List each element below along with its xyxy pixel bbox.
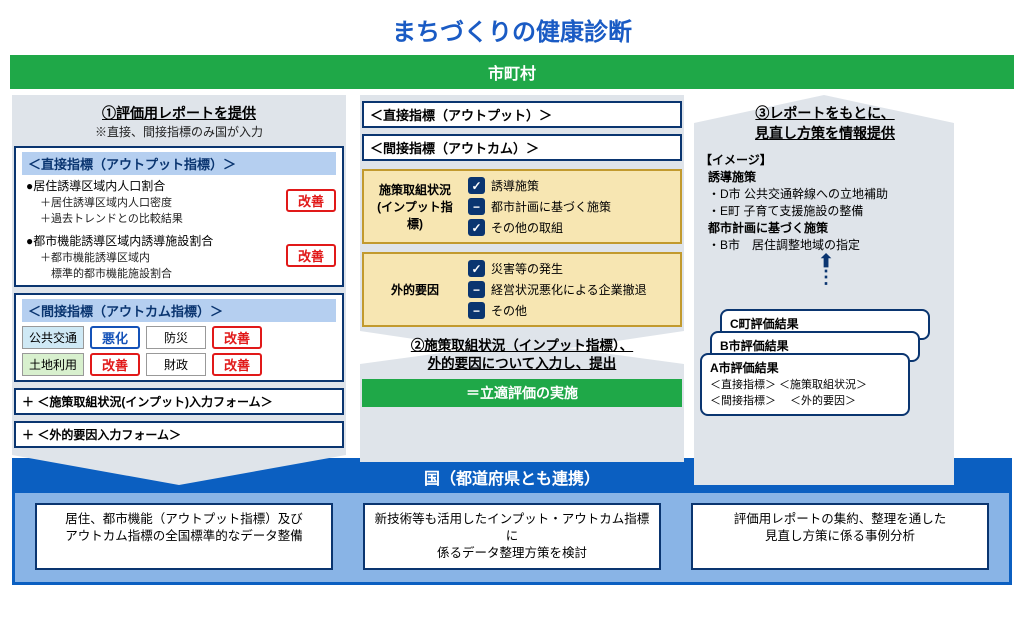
municipality-bar: 市町村 [10, 55, 1014, 89]
chip-finance-status: 改善 [212, 353, 262, 376]
indirect-header: ＜間接指標（アウトカム指標）＞ [22, 299, 336, 322]
mid-bar-direct: ＜直接指標（アウトプット）＞ [362, 101, 682, 128]
card-a-title: A市評価結果 [710, 359, 900, 376]
panel-left: ①評価用レポートを提供 ※直接、間接指標のみ国が入力 ＜直接指標（アウトプット指… [14, 95, 344, 448]
right-h1: 誘導施策 [708, 168, 950, 185]
mid-bar-indirect: ＜間接指標（アウトカム）＞ [362, 134, 682, 161]
cream2-label: 外的要因 [370, 260, 460, 319]
d1b: ＋過去トレンドとの比較結果 [40, 210, 286, 226]
d2: ●都市機能誘導区域内誘導施設割合 [26, 232, 286, 249]
card-a-line1: ＜直接指標＞ ＜施策取組状況＞ [710, 376, 900, 392]
chip-land-status: 改善 [90, 353, 140, 376]
nation-box-1: 居住、都市機能（アウトプット指標）及び アウトカム指標の全国標準的なデータ整備 [35, 503, 333, 570]
check-icon: ✓ [468, 219, 485, 236]
right-h2: 都市計画に基づく施策 [708, 219, 950, 236]
dash-icon: − [468, 198, 485, 215]
direct-header: ＜直接指標（アウトプット指標）＞ [22, 152, 336, 175]
nation-box-2: 新技術等も活用したインプット・アウトカム指標に 係るデータ整理方策を検討 [363, 503, 661, 570]
check-item-label: 誘導施策 [491, 177, 539, 194]
form-input-policy: ＋ ＜施策取組状況(インプット)入力フォーム＞ [14, 388, 344, 415]
direct-indicator-box: ＜直接指標（アウトプット指標）＞ ●居住誘導区域内人口割合 ＋居住誘導区域内人口… [14, 146, 344, 287]
right-step-title: ③レポートをもとに、 見直し方策を情報提供 [700, 95, 950, 143]
up-arrow-icon: ⬆⋮ [700, 253, 950, 285]
check-item: −その他 [468, 302, 647, 319]
check-item: ✓ 災害等の発生 [468, 260, 647, 277]
card-c-title: C町評価結果 [730, 315, 920, 332]
cream2-list: ✓災害等の発生−経営状況悪化による企業撤退−その他 [468, 260, 647, 319]
check-item: ✓ その他の取組 [468, 219, 611, 236]
card-a-line2: ＜間接指標＞ ＜外的要因＞ [710, 392, 900, 408]
check-item-label: 都市計画に基づく施策 [491, 198, 611, 215]
image-label: 【イメージ】 [700, 151, 950, 168]
d1-status-badge: 改善 [286, 189, 336, 212]
chip-finance: 財政 [146, 353, 206, 376]
chip-transport: 公共交通 [22, 326, 84, 349]
right-l1: D市 公共交通幹線への立地補助 [708, 185, 950, 202]
check-icon: ✓ [468, 177, 485, 194]
d2a: ＋都市機能誘導区域内 標準的都市機能施設割合 [40, 249, 286, 281]
d2-status-badge: 改善 [286, 244, 336, 267]
form-input-external: ＋ ＜外的要因入力フォーム＞ [14, 421, 344, 448]
card-a: A市評価結果 ＜直接指標＞ ＜施策取組状況＞ ＜間接指標＞ ＜外的要因＞ [700, 353, 910, 416]
chip-land: 土地利用 [22, 353, 84, 376]
page-title: まちづくりの健康診断 [0, 0, 1024, 55]
indirect-indicator-box: ＜間接指標（アウトカム指標）＞ 公共交通 悪化 防災 改善 土地利用 改善 財政… [14, 293, 344, 382]
cream-policy: 施策取組状況 (インプット指標) ✓誘導施策−都市計画に基づく施策✓その他の取組 [362, 169, 682, 244]
card-b-title: B市評価結果 [720, 337, 910, 354]
mid-step-note: ②施策取組状況（インプット指標）、 外的要因について入力し、提出 [362, 337, 682, 373]
check-icon: ✓ [468, 260, 485, 277]
dash-icon: − [468, 302, 485, 319]
check-item-label: 経営状況悪化による企業撤退 [491, 281, 647, 298]
chip-transport-status: 悪化 [90, 326, 140, 349]
panel-middle: ＜直接指標（アウトプット）＞ ＜間接指標（アウトカム）＞ 施策取組状況 (インプ… [362, 95, 682, 448]
chip-disaster-status: 改善 [212, 326, 262, 349]
panel-right: ③レポートをもとに、 見直し方策を情報提供 【イメージ】 誘導施策 D市 公共交… [700, 95, 950, 448]
left-step-sub: ※直接、間接指標のみ国が入力 [14, 123, 344, 140]
check-item-label: 災害等の発生 [491, 260, 563, 277]
check-item-label: その他 [491, 302, 527, 319]
cream-external: 外的要因 ✓災害等の発生−経営状況悪化による企業撤退−その他 [362, 252, 682, 327]
dash-icon: − [468, 281, 485, 298]
d1a: ＋居住誘導区域内人口密度 [40, 194, 286, 210]
chip-disaster: 防災 [146, 326, 206, 349]
cream1-label: 施策取組状況 (インプット指標) [370, 177, 460, 236]
green-band: ＝立適評価の実施 [362, 379, 682, 407]
check-item-label: その他の取組 [491, 219, 563, 236]
card-stack: C町評価結果 B市評価結果 A市評価結果 ＜直接指標＞ ＜施策取組状況＞ ＜間接… [700, 309, 950, 409]
cream1-list: ✓誘導施策−都市計画に基づく施策✓その他の取組 [468, 177, 611, 236]
d1: ●居住誘導区域内人口割合 [26, 177, 286, 194]
check-item: ✓ 誘導施策 [468, 177, 611, 194]
left-step-title: ①評価用レポートを提供 [14, 95, 344, 123]
check-item: −都市計画に基づく施策 [468, 198, 611, 215]
right-l2: E町 子育て支援施設の整備 [708, 202, 950, 219]
check-item: −経営状況悪化による企業撤退 [468, 281, 647, 298]
nation-box-3: 評価用レポートの集約、整理を通した 見直し方策に係る事例分析 [691, 503, 989, 570]
